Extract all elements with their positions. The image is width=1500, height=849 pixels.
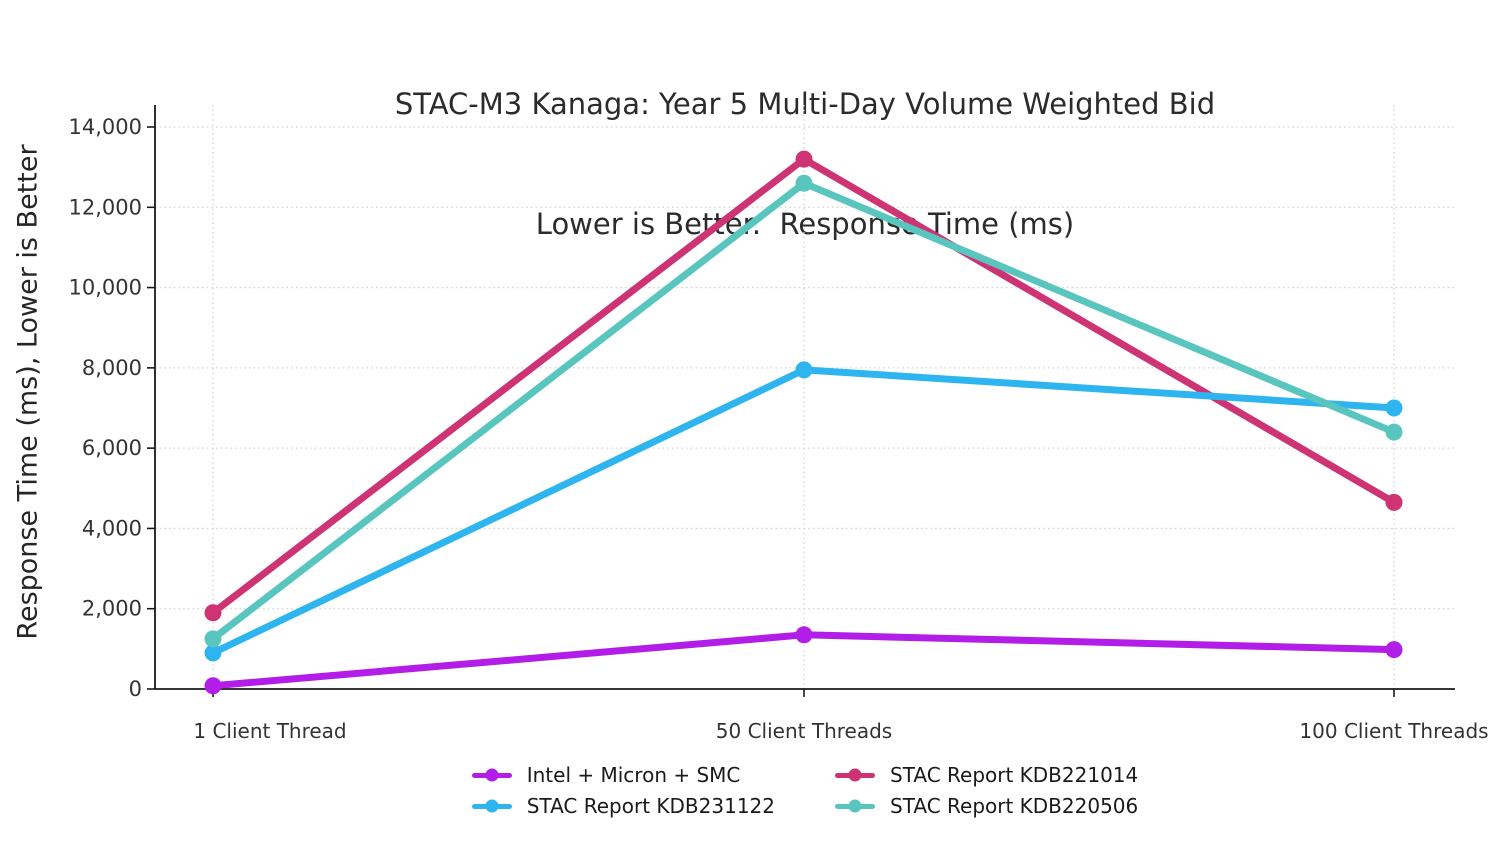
y-tick-label: 8,000	[82, 356, 142, 380]
data-point-marker	[795, 174, 813, 192]
y-tick-label: 12,000	[69, 195, 142, 219]
data-point-marker	[204, 604, 222, 622]
legend-item: STAC Report KDB231122	[471, 794, 775, 818]
legend-grid: Intel + Micron + SMC STAC Report KDB22101…	[471, 763, 1138, 818]
legend-item: STAC Report KDB221014	[835, 763, 1138, 787]
data-point-marker	[204, 630, 222, 648]
data-point-marker	[795, 626, 813, 644]
legend-item-label: STAC Report KDB221014	[890, 763, 1139, 787]
legend-marker-line-icon	[471, 768, 512, 782]
y-tick-label: 14,000	[69, 115, 142, 139]
data-point-marker	[1385, 399, 1403, 417]
data-point-marker	[795, 361, 813, 379]
y-tick-label: 2,000	[82, 597, 142, 621]
legend-marker-line-icon	[835, 768, 875, 782]
y-tick-label: 10,000	[69, 276, 142, 300]
x-tick-label: 1 Client Thread	[193, 719, 346, 743]
legend-item-label: Intel + Micron + SMC	[526, 763, 741, 787]
legend-item: STAC Report KDB220506	[835, 794, 1138, 818]
series-line	[209, 155, 1398, 617]
legend-marker-dot-icon	[848, 799, 862, 813]
series-line	[209, 366, 1398, 657]
data-point-marker	[795, 150, 813, 168]
data-point-marker	[1385, 423, 1403, 441]
y-tick-label: 4,000	[82, 516, 142, 540]
chart-title: STAC-M3 Kanaga: Year 5 Multi-Day Volume …	[155, 4, 1455, 324]
legend-item-label: STAC Report KDB231122	[526, 794, 775, 818]
data-point-marker	[1385, 641, 1403, 659]
legend-marker-dot-icon	[848, 768, 862, 782]
legend-marker-dot-icon	[485, 768, 499, 782]
chart-title-line-1: STAC-M3 Kanaga: Year 5 Multi-Day Volume …	[394, 87, 1216, 121]
data-point-marker	[204, 677, 222, 695]
legend-item-label: STAC Report KDB220506	[890, 794, 1139, 818]
data-point-marker	[204, 644, 222, 662]
x-tick-label: 100 Client Threads	[1299, 719, 1488, 743]
legend-marker-line-icon	[835, 799, 875, 813]
legend-item: Intel + Micron + SMC	[471, 763, 775, 787]
y-tick-label: 0	[129, 677, 142, 701]
legend-marker-dot-icon	[485, 799, 499, 813]
legend: Intel + Micron + SMC STAC Report KDB22101…	[155, 763, 1455, 818]
y-tick-label: 6,000	[82, 436, 142, 460]
x-tick-label: 50 Client Threads	[716, 719, 892, 743]
legend-marker-line-icon	[471, 799, 512, 813]
data-point-marker	[1385, 493, 1403, 511]
